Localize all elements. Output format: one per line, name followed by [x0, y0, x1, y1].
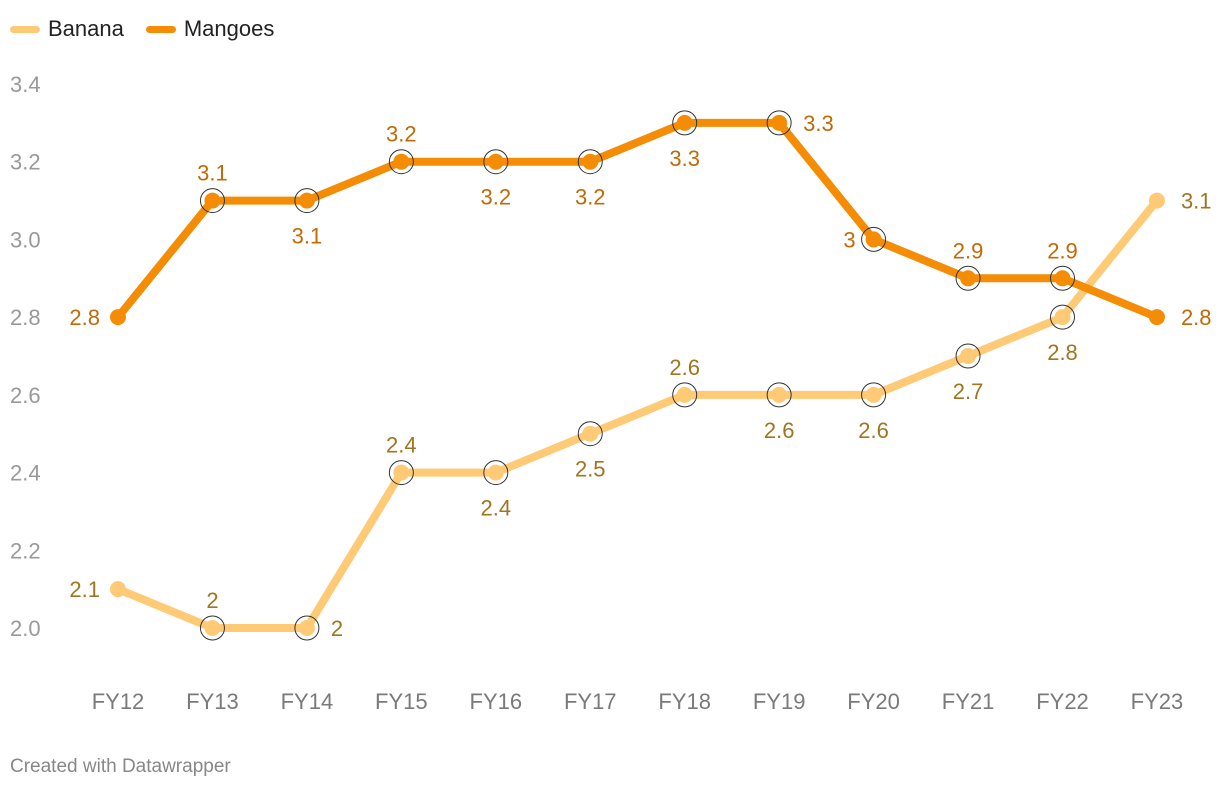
data-point [204, 192, 221, 209]
data-label: 2.7 [953, 379, 984, 404]
legend-label-mangoes: Mangoes [183, 16, 275, 41]
data-point [204, 620, 221, 636]
data-point [1148, 309, 1165, 326]
x-tick-label: FY20 [847, 689, 900, 714]
data-point [676, 114, 693, 131]
point-ring [1050, 265, 1075, 291]
footer-credit: Created with Datawrapper [10, 756, 231, 777]
point-ring [388, 149, 414, 175]
data-point [298, 192, 315, 209]
y-tick-label: 2.6 [10, 383, 41, 408]
x-tick-label: FY21 [942, 689, 995, 714]
data-label: 3.2 [481, 185, 512, 210]
legend-item-banana: Banana [10, 16, 124, 42]
y-tick-label: 2.2 [10, 538, 41, 563]
point-ring [294, 188, 320, 214]
data-point [393, 153, 410, 170]
point-ring [861, 226, 887, 252]
point-ring [483, 149, 509, 175]
data-point [960, 270, 977, 287]
data-label: 2.9 [953, 238, 984, 263]
point-ring [388, 460, 414, 486]
data-point [1054, 270, 1071, 287]
data-label: 3.3 [803, 111, 834, 136]
point-ring [766, 110, 792, 136]
point-ring [861, 382, 887, 408]
x-tick-label: FY19 [753, 689, 806, 714]
y-tick-label: 2.0 [10, 616, 41, 641]
data-label: 3.2 [386, 122, 417, 147]
data-label: 3.2 [575, 185, 606, 210]
data-label: 2.6 [764, 418, 795, 443]
data-point [582, 425, 599, 442]
data-label: 2.9 [1047, 238, 1078, 263]
y-tick-label: 2.4 [10, 461, 41, 486]
data-point [676, 386, 693, 403]
y-tick-label: 3.2 [10, 150, 41, 175]
x-tick-label: FY22 [1036, 689, 1089, 714]
point-ring [672, 382, 698, 408]
data-point [298, 620, 315, 636]
y-tick-label: 3.4 [10, 72, 41, 97]
data-point [110, 309, 126, 326]
legend-item-mangoes: Mangoes [145, 16, 275, 42]
x-tick-label: FY14 [281, 689, 334, 714]
series-line-mangoes [114, 118, 1161, 322]
data-label: 2 [206, 588, 218, 613]
point-ring [766, 382, 792, 408]
point-ring [1050, 304, 1075, 330]
data-label: 2.8 [69, 305, 100, 330]
data-label: 2.8 [1047, 340, 1078, 365]
point-ring [294, 615, 320, 641]
legend: Banana Mangoes [10, 16, 274, 42]
data-point [1054, 309, 1071, 326]
data-point [960, 348, 977, 364]
data-label: 3.3 [669, 146, 700, 171]
data-label: 3.1 [197, 161, 228, 186]
y-tick-label: 2.8 [10, 305, 41, 330]
data-label: 2.4 [481, 496, 512, 521]
point-ring [955, 265, 981, 291]
x-tick-label: FY18 [658, 689, 711, 714]
data-point [393, 464, 410, 481]
point-ring [577, 421, 603, 447]
data-point [110, 581, 126, 598]
x-tick-label: FY23 [1131, 689, 1184, 714]
data-point [1148, 192, 1165, 209]
data-label: 3.1 [292, 224, 323, 249]
point-ring [483, 460, 509, 486]
x-tick-label: FY16 [470, 689, 523, 714]
x-tick-label: FY12 [92, 689, 145, 714]
data-label: 2.5 [575, 457, 606, 482]
x-tick-label: FY13 [186, 689, 239, 714]
point-ring [199, 188, 225, 214]
data-point [771, 386, 788, 403]
data-point [487, 153, 504, 170]
point-ring [577, 149, 603, 175]
data-point [582, 153, 599, 170]
data-point [771, 114, 788, 131]
data-label: 2.6 [858, 418, 889, 443]
data-label: 2.8 [1181, 305, 1212, 330]
legend-label-banana: Banana [48, 16, 124, 41]
data-label: 3 [843, 227, 855, 252]
data-point [487, 464, 504, 481]
point-ring [672, 110, 698, 136]
x-tick-label: FY17 [564, 689, 617, 714]
data-label: 2.1 [69, 577, 100, 602]
series-line-banana [114, 196, 1161, 632]
point-ring [199, 615, 225, 641]
y-tick-label: 3.0 [10, 227, 41, 252]
data-label: 2 [331, 616, 343, 641]
data-label: 2.4 [386, 433, 417, 458]
data-label: 2.6 [669, 355, 700, 380]
data-label: 3.1 [1181, 189, 1212, 214]
data-point [865, 386, 882, 403]
data-point [865, 231, 882, 248]
legend-swatch-banana [10, 25, 40, 33]
x-tick-label: FY15 [375, 689, 428, 714]
legend-swatch-mangoes [145, 25, 176, 33]
point-ring [955, 343, 981, 369]
